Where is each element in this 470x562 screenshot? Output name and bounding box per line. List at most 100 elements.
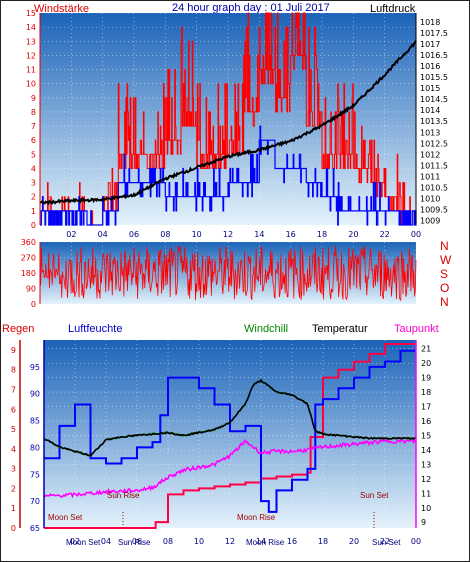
- temperature-tick-label: 9: [421, 518, 426, 527]
- humidity-tick-label: 70: [30, 497, 40, 506]
- hour-tick-label: 02: [70, 537, 80, 546]
- pressure-tick-label: 1016.5: [420, 51, 448, 60]
- wind-tick-label: 10: [26, 80, 36, 89]
- wind-tick-label: 5: [31, 150, 36, 159]
- compass-letter: S: [440, 267, 448, 281]
- temperature-tick-label: 17: [421, 403, 431, 412]
- wind-average-line: [40, 125, 417, 226]
- hour-tick-label: 22: [380, 537, 390, 546]
- wind-tick-label: 9: [31, 94, 36, 103]
- compass-letter: N: [440, 295, 449, 309]
- bottom-event-label: Sun Rise: [118, 538, 151, 547]
- temperature-line: [43, 378, 417, 457]
- moon-set-label: Moon Set: [48, 513, 83, 522]
- dewpoint-line: [43, 438, 417, 499]
- hour-tick-label: 18: [317, 230, 327, 239]
- hour-tick-label: 14: [254, 230, 264, 239]
- direction-tick-label: 180: [21, 269, 36, 278]
- direction-tick-label: 360: [21, 238, 36, 247]
- wind-average-series: [40, 125, 417, 226]
- hour-tick-label: 16: [287, 537, 297, 546]
- pressure-tick-label: 1011.5: [420, 161, 448, 170]
- rain-tick-label: 4: [11, 445, 16, 454]
- hour-tick-label: 00: [411, 230, 421, 239]
- hour-tick-label: 00: [411, 537, 421, 546]
- hour-tick-label: 08: [160, 230, 170, 239]
- legend-temperatur: Temperatur: [312, 323, 368, 335]
- pressure-tick-label: 1017.5: [420, 29, 448, 38]
- temperature-tick-label: 21: [421, 345, 431, 354]
- temperature-tick-label: 19: [421, 374, 431, 383]
- wind-tick-label: 8: [31, 108, 36, 117]
- legend-windchill: Windchill: [244, 323, 288, 335]
- pressure-tick-label: 1009: [420, 217, 440, 226]
- wind-tick-label: 13: [26, 37, 36, 46]
- hour-tick-label: 20: [348, 230, 358, 239]
- hour-tick-label: 20: [349, 537, 359, 546]
- wind-tick-label: 4: [31, 164, 36, 173]
- left-axis-title: Windstärke: [34, 3, 89, 15]
- bottom-event-label: Moon Rise: [246, 538, 285, 547]
- pressure-tick-label: 1015: [420, 84, 440, 93]
- wind-tick-label: 7: [31, 122, 36, 131]
- pressure-line: [39, 40, 417, 206]
- hour-tick-label: 04: [98, 230, 108, 239]
- rain-tick-label: 7: [11, 385, 16, 394]
- pressure-tick-label: 1013.5: [420, 117, 448, 126]
- wind-tick-label: 6: [31, 136, 36, 145]
- humidity-tick-label: 65: [30, 524, 40, 533]
- pressure-tick-label: 1016: [420, 62, 440, 71]
- humidity-tick-label: 90: [30, 390, 40, 399]
- pressure-series: [39, 40, 417, 206]
- wind-tick-label: 0: [31, 221, 36, 230]
- legend-regen: Regen: [2, 323, 34, 335]
- wind-tick-label: 11: [26, 66, 36, 75]
- legend-taupunkt: Taupunkt: [394, 323, 439, 335]
- hour-tick-label: 12: [223, 230, 233, 239]
- hour-tick-label: 06: [132, 537, 142, 546]
- pressure-tick-label: 1012.5: [420, 139, 448, 148]
- wind-tick-label: 12: [26, 51, 36, 60]
- wind-direction-line: [39, 245, 417, 302]
- humidity-tick-label: 95: [30, 363, 40, 372]
- compass-letter: O: [440, 281, 449, 295]
- sun-rise-label: Sun Rise: [107, 491, 140, 500]
- pressure-tick-label: 1010.5: [420, 183, 448, 192]
- wind-tick-label: 3: [31, 179, 36, 188]
- rain-tick-label: 9: [11, 346, 16, 355]
- rain-tick-label: 5: [11, 425, 16, 434]
- wind-tick-label: 2: [31, 193, 36, 202]
- chart-title: 24 hour graph day : 01 Juli 2017: [172, 2, 330, 14]
- hour-tick-label: 10: [192, 230, 202, 239]
- pressure-tick-label: 1017: [420, 40, 440, 49]
- temperature-tick-label: 14: [421, 446, 431, 455]
- humidity-tick-label: 75: [30, 470, 40, 479]
- bottom-event-label: Sun Set: [372, 538, 401, 547]
- temp-humidity-ticks: 9101112131415161718192021012345678965707…: [11, 345, 431, 546]
- bottom-event-label: Moon Set: [66, 538, 101, 547]
- hour-tick-label: 10: [194, 537, 204, 546]
- hour-tick-label: 08: [163, 537, 173, 546]
- pressure-tick-label: 1014: [420, 106, 440, 115]
- pressure-tick-label: 1015.5: [420, 73, 448, 82]
- rain-tick-label: 6: [11, 405, 16, 414]
- hour-tick-label: 04: [101, 537, 111, 546]
- sun-set-label: Sun Set: [360, 491, 389, 500]
- temperature-tick-label: 15: [421, 431, 431, 440]
- pressure-tick-label: 1018: [420, 18, 440, 27]
- wind-tick-label: 1: [31, 207, 36, 216]
- direction-tick-label: 90: [26, 285, 36, 294]
- pressure-tick-label: 1012: [420, 150, 440, 159]
- hour-tick-label: 18: [318, 537, 328, 546]
- pressure-tick-label: 1011: [420, 172, 440, 181]
- temperature-tick-label: 16: [421, 417, 431, 426]
- rain-tick-label: 2: [11, 484, 16, 493]
- humidity-tick-label: 80: [30, 443, 40, 452]
- pressure-tick-label: 1014.5: [420, 95, 448, 104]
- wind-tick-label: 15: [26, 9, 36, 18]
- temp-humidity-series: [43, 343, 417, 529]
- compass-letter: N: [440, 239, 449, 253]
- astro-events: Moon Set Sun Rise Moon Rise Sun Set Moon Set…: [48, 491, 401, 547]
- rain-tick-label: 8: [11, 366, 16, 375]
